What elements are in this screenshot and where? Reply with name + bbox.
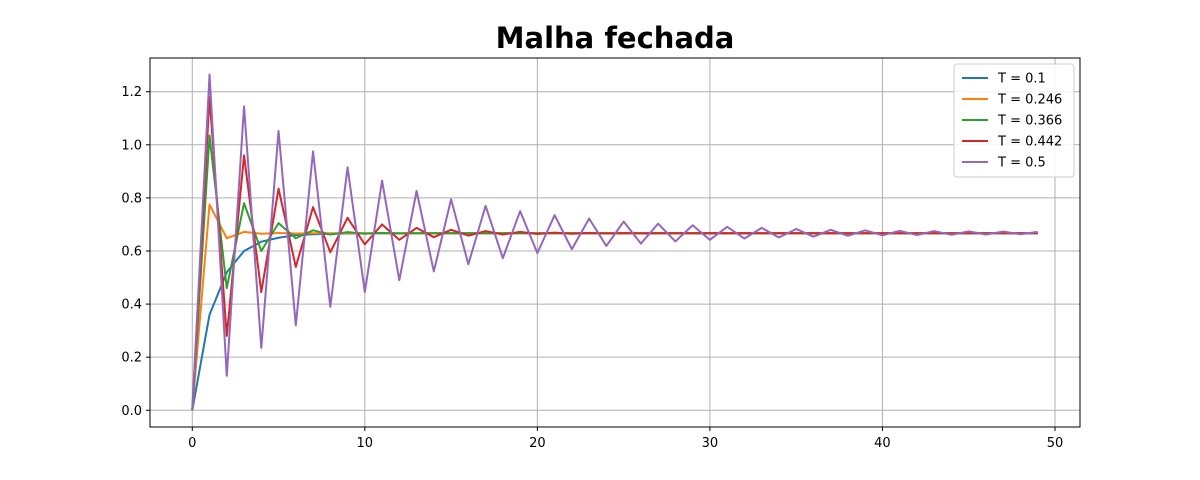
x-axis: 0 10 20 30 40 50 xyxy=(188,427,1063,451)
series-line-t-0-366 xyxy=(191,134,1038,411)
y-tick-label: 1.0 xyxy=(121,138,142,153)
plot-area xyxy=(149,57,1081,428)
x-tick-label: 50 xyxy=(1047,436,1064,451)
legend-label: T = 0.246 xyxy=(997,93,1062,108)
series-line-t-0-1 xyxy=(191,232,1038,411)
legend-label: T = 0.5 xyxy=(997,156,1046,171)
x-tick-label: 30 xyxy=(702,436,719,451)
legend: T = 0.1 T = 0.246 T = 0.366 T = 0.442 T = 0.… xyxy=(953,63,1075,178)
y-tick-label: 0.8 xyxy=(121,191,142,206)
chart-title: Malha fechada xyxy=(496,21,735,55)
legend-label: T = 0.366 xyxy=(997,114,1062,129)
y-tick-label: 0.4 xyxy=(121,298,142,313)
series-lines xyxy=(191,73,1038,411)
x-tick-label: 40 xyxy=(874,436,891,451)
legend-label: T = 0.442 xyxy=(997,135,1062,150)
series-line-t-0-442 xyxy=(191,96,1038,411)
y-tick-label: 0.2 xyxy=(121,351,142,366)
x-tick-label: 0 xyxy=(188,436,196,451)
legend-box xyxy=(953,63,1075,178)
y-axis: 0.0 0.2 0.4 0.6 0.8 1.0 1.2 xyxy=(121,85,150,419)
y-tick-label: 1.2 xyxy=(121,85,142,100)
x-tick-label: 20 xyxy=(529,436,546,451)
x-tick-label: 10 xyxy=(357,436,374,451)
y-tick-label: 0.0 xyxy=(121,404,142,419)
y-tick-label: 0.6 xyxy=(121,244,142,259)
legend-label: T = 0.1 xyxy=(997,72,1046,87)
series-line-t-0-5 xyxy=(191,73,1038,411)
